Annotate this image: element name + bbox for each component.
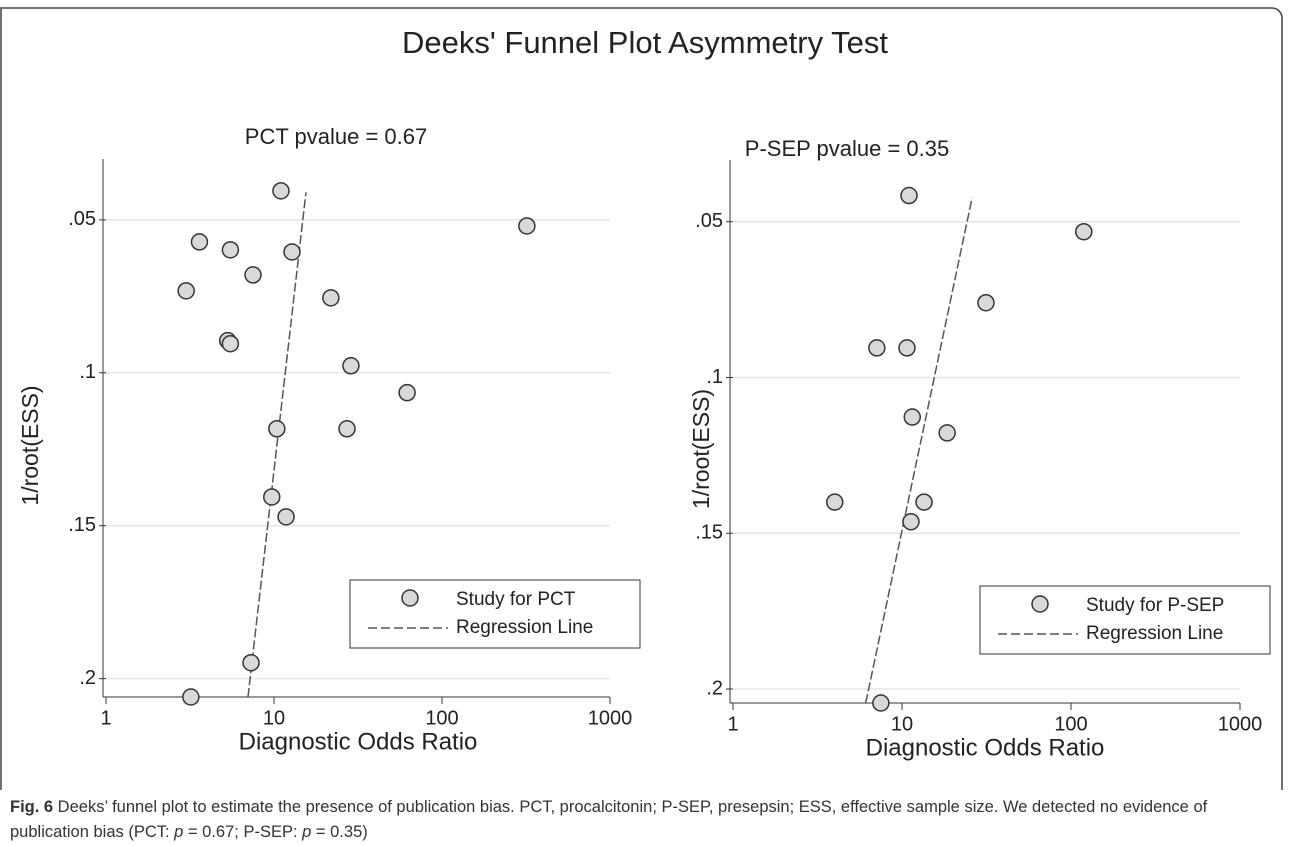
x-axis-label: Diagnostic Odds Ratio [866, 734, 1105, 761]
x-tick-label: 10 [263, 707, 285, 729]
x-tick-label: 100 [425, 707, 458, 729]
data-point [277, 508, 295, 526]
data-point [221, 334, 240, 353]
legend-marker [401, 589, 419, 607]
legend-marker [1031, 595, 1049, 613]
data-point [272, 182, 290, 200]
y-tick-label: .05 [68, 208, 96, 230]
caption-text: = 0.35) [311, 823, 368, 841]
data-point [898, 339, 916, 357]
data-point [915, 493, 933, 511]
y-tick-label: .05 [695, 210, 723, 232]
data-point [1075, 222, 1093, 241]
y-tick-label: .15 [68, 514, 96, 536]
y-axis-label: 1/root(ESS) [688, 389, 714, 509]
y-tick-label: .1 [79, 361, 96, 383]
figure-border [0, 7, 1283, 790]
caption: Fig. 6 Deeks’ funnel plot to estimate th… [10, 795, 1275, 845]
data-point [900, 186, 918, 205]
data-point [242, 653, 260, 672]
data-point [902, 512, 920, 531]
y-axis-label: 1/root(ESS) [17, 385, 43, 505]
data-point [977, 293, 995, 312]
x-tick-label: 1 [727, 713, 738, 735]
x-tick-label: 1 [100, 707, 111, 729]
y-tick-label: .2 [706, 677, 723, 699]
data-point [283, 243, 301, 261]
data-point [182, 688, 200, 706]
caption-text: p [302, 823, 312, 841]
legend-label: Study for P-SEP [1086, 595, 1224, 616]
data-point [342, 357, 360, 375]
data-point [825, 493, 844, 511]
y-tick-label: .2 [79, 667, 96, 689]
regression-line [247, 192, 307, 698]
data-point [338, 420, 356, 438]
data-point [190, 233, 209, 251]
legend-box [979, 585, 1271, 655]
data-point [177, 282, 195, 300]
caption-text: Deeks’ funnel plot to estimate the prese… [10, 798, 1208, 841]
legend-label: Regression Line [1086, 623, 1223, 644]
data-point [398, 383, 416, 402]
data-point [903, 408, 922, 426]
y-tick-label: .1 [706, 366, 723, 388]
figure-title: Deeks' Funnel Plot Asymmetry Test [402, 25, 888, 60]
legend-label: Regression Line [456, 617, 593, 638]
regression-line [864, 197, 973, 704]
y-tick-label: .15 [695, 522, 723, 544]
x-axis-label: Diagnostic Odds Ratio [239, 728, 478, 755]
data-point [244, 266, 262, 284]
caption-text: p [174, 823, 184, 841]
caption-label: Fig. 6 [10, 798, 54, 816]
data-point [938, 424, 956, 442]
legend-label: Study for PCT [456, 589, 576, 610]
subtitle: PCT pvalue = 0.67 [245, 124, 427, 149]
caption-text: = 0.67; P-SEP: [183, 823, 303, 841]
x-tick-label: 100 [1054, 713, 1087, 735]
legend-box [349, 579, 641, 649]
x-tick-label: 1000 [1218, 713, 1263, 735]
data-point [221, 241, 240, 259]
figure: Deeks' Funnel Plot Asymmetry Test PCT pv… [0, 7, 1283, 790]
data-point [872, 694, 890, 712]
data-point [322, 289, 340, 307]
data-point [263, 488, 281, 506]
x-tick-label: 1000 [588, 707, 633, 729]
x-tick-label: 10 [891, 713, 913, 735]
subtitle: P-SEP pvalue = 0.35 [745, 136, 949, 161]
data-point [518, 217, 536, 235]
data-point [268, 420, 286, 438]
data-point [868, 339, 886, 357]
